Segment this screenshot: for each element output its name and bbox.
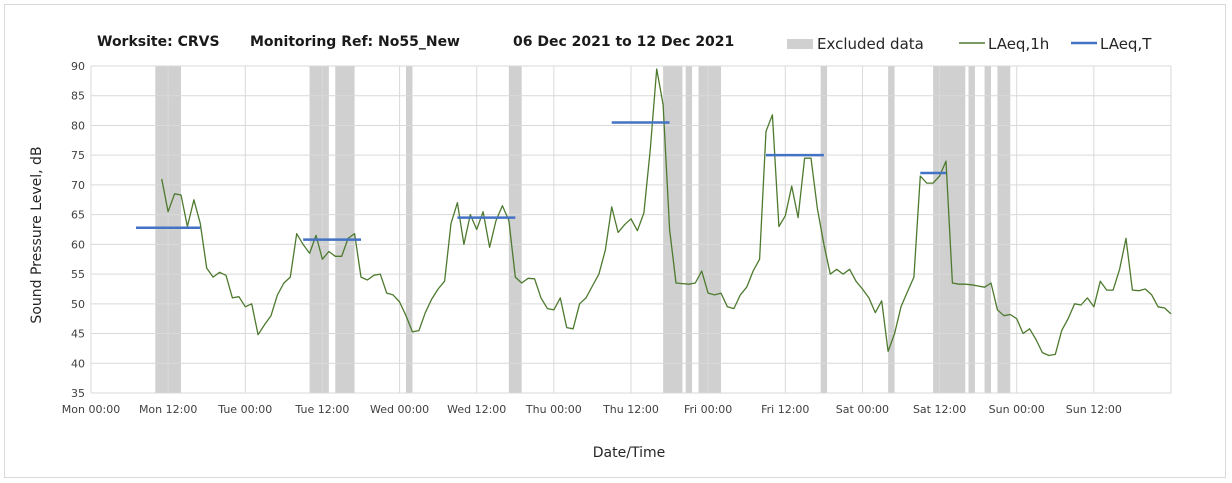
x-tick-label: Mon 12:00 bbox=[139, 403, 197, 416]
y-tick-label: 80 bbox=[71, 119, 85, 132]
x-axis-ticks: Mon 00:00 Mon 12:00 Tue 00:00 Tue 12:00 Wed … bbox=[62, 403, 1122, 416]
x-tick-label: Sat 12:00 bbox=[913, 403, 966, 416]
legend-excluded-label: Excluded data bbox=[817, 35, 924, 53]
chart-svg: Worksite: CRVS Monitoring Ref: No55_New … bbox=[29, 34, 1172, 461]
title-date-range: 06 Dec 2021 to 12 Dec 2021 bbox=[513, 34, 734, 50]
legend-laeq-t-label: LAeq,T bbox=[1100, 35, 1152, 53]
legend-excluded-swatch bbox=[787, 39, 813, 49]
excluded-band bbox=[406, 66, 413, 393]
legend-laeq-1h-label: LAeq,1h bbox=[988, 35, 1049, 53]
y-tick-label: 90 bbox=[71, 60, 85, 73]
y-tick-label: 85 bbox=[71, 90, 85, 103]
y-tick-label: 75 bbox=[71, 149, 85, 162]
excluded-band bbox=[663, 66, 683, 393]
x-tick-label: Mon 00:00 bbox=[62, 403, 120, 416]
y-axis-ticks: 35 40 45 50 55 60 65 70 75 80 85 90 bbox=[71, 60, 85, 400]
title-monitoring-ref: Monitoring Ref: No55_New bbox=[250, 34, 460, 50]
chart-title: Worksite: CRVS Monitoring Ref: No55_New … bbox=[97, 34, 734, 50]
x-tick-label: Fri 00:00 bbox=[684, 403, 732, 416]
x-tick-label: Wed 00:00 bbox=[370, 403, 429, 416]
y-axis-title: Sound Pressure Level, dB bbox=[29, 146, 45, 323]
y-tick-label: 60 bbox=[71, 238, 85, 251]
excluded-band bbox=[984, 66, 991, 393]
excluded-band bbox=[968, 66, 975, 393]
excluded-data-bands bbox=[155, 66, 1011, 393]
excluded-band bbox=[888, 66, 895, 393]
excluded-band bbox=[309, 66, 329, 393]
x-tick-label: Sun 00:00 bbox=[989, 403, 1045, 416]
y-tick-label: 70 bbox=[71, 179, 85, 192]
x-tick-label: Fri 12:00 bbox=[761, 403, 809, 416]
excluded-band bbox=[698, 66, 721, 393]
series-laeq-1h bbox=[161, 68, 1172, 357]
x-tick-label: Sat 00:00 bbox=[836, 403, 889, 416]
x-tick-label: Tue 00:00 bbox=[217, 403, 272, 416]
y-tick-label: 65 bbox=[71, 209, 85, 222]
y-tick-label: 50 bbox=[71, 298, 85, 311]
series-laeq-t bbox=[136, 121, 946, 241]
excluded-band bbox=[335, 66, 355, 393]
x-tick-label: Tue 12:00 bbox=[294, 403, 349, 416]
excluded-band bbox=[997, 66, 1011, 393]
y-tick-label: 55 bbox=[71, 268, 85, 281]
y-tick-label: 40 bbox=[71, 357, 85, 370]
laeq-1h-line bbox=[161, 68, 1172, 357]
chart-frame: Worksite: CRVS Monitoring Ref: No55_New … bbox=[4, 4, 1226, 478]
title-worksite: Worksite: CRVS bbox=[97, 34, 220, 50]
y-tick-label: 35 bbox=[71, 387, 85, 400]
x-tick-label: Sun 12:00 bbox=[1066, 403, 1122, 416]
x-tick-label: Wed 12:00 bbox=[447, 403, 506, 416]
excluded-band bbox=[685, 66, 693, 393]
y-tick-label: 45 bbox=[71, 328, 85, 341]
grid bbox=[90, 65, 1172, 394]
x-axis-title: Date/Time bbox=[593, 445, 665, 461]
legend: Excluded data LAeq,1h LAeq,T bbox=[787, 35, 1152, 53]
x-tick-label: Thu 00:00 bbox=[525, 403, 582, 416]
excluded-band bbox=[508, 66, 522, 393]
excluded-band bbox=[820, 66, 828, 393]
x-tick-label: Thu 12:00 bbox=[602, 403, 659, 416]
